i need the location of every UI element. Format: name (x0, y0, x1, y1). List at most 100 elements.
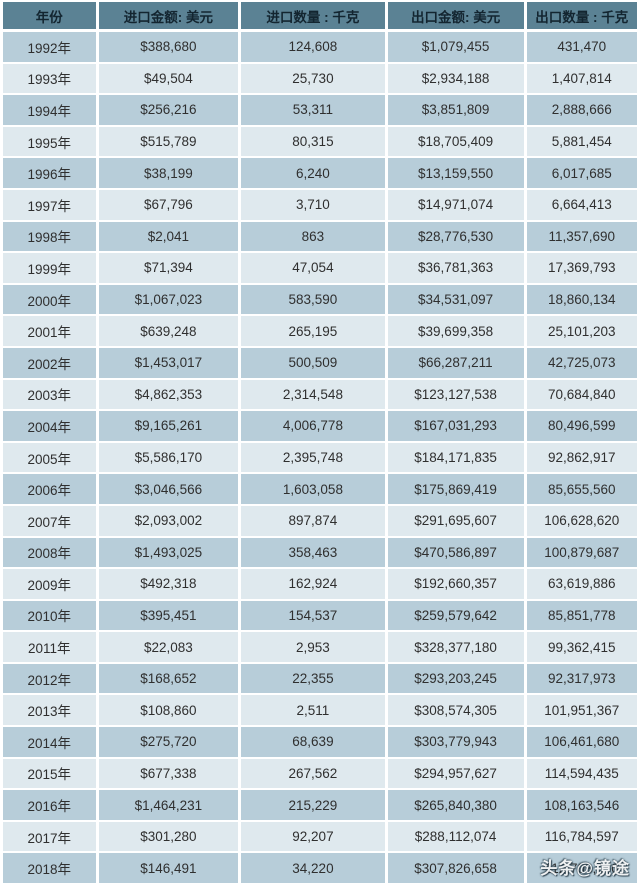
import-value-cell: $22,083 (95, 632, 239, 664)
export-quantity-cell: 92,862,917 (523, 442, 637, 475)
export-value-cell: $66,287,211 (384, 347, 524, 380)
export-value-cell: $2,934,188 (384, 63, 524, 96)
export-value-cell: $18,705,409 (384, 126, 524, 159)
year-cell: 2012年 (3, 663, 96, 696)
header-import-value: 进口金额: 美元 (95, 2, 239, 32)
export-quantity-cell: 106,628,620 (523, 505, 637, 538)
import-value-cell: $71,394 (95, 253, 239, 285)
year-cell: 2010年 (3, 600, 96, 633)
import-quantity-cell: 863 (238, 221, 385, 254)
export-value-cell: $291,695,607 (384, 505, 524, 538)
export-quantity-cell: 85,851,778 (523, 600, 637, 633)
import-value-cell: $492,318 (95, 569, 239, 601)
year-cell: 2008年 (3, 537, 96, 570)
table-row: 1998年 $2,041 863 $28,776,530 11,357,690 (3, 221, 637, 254)
table-row: 2000年 $1,067,023 583,590 $34,531,097 18,… (3, 284, 637, 317)
table-row: 1992年 $388,680 124,608 $1,079,455 431,47… (3, 32, 637, 64)
table-row: 1996年 $38,199 6,240 $13,159,550 6,017,68… (3, 158, 637, 190)
export-value-cell: $28,776,530 (384, 221, 524, 254)
import-quantity-cell: 124,608 (238, 32, 385, 64)
export-value-cell: $175,869,419 (384, 474, 524, 506)
import-value-cell: $3,046,566 (95, 474, 239, 506)
import-quantity-cell: 2,395,748 (238, 442, 385, 475)
year-cell: 2014年 (3, 727, 96, 759)
export-quantity-cell: 63,619,886 (523, 569, 637, 601)
table-row: 2014年 $275,720 68,639 $303,779,943 106,4… (3, 727, 637, 759)
year-cell: 2005年 (3, 442, 96, 475)
export-quantity-cell: 101,951,367 (523, 695, 637, 728)
import-value-cell: $2,093,002 (95, 505, 239, 538)
export-quantity-cell: 17,369,793 (523, 253, 637, 285)
import-quantity-cell: 4,006,778 (238, 411, 385, 443)
year-cell: 1996年 (3, 158, 96, 190)
table-row: 1994年 $256,216 53,311 $3,851,809 2,888,6… (3, 95, 637, 127)
year-cell: 2011年 (3, 632, 96, 664)
import-value-cell: $639,248 (95, 316, 239, 348)
export-quantity-cell: 99,362,415 (523, 632, 637, 664)
table-row: 2012年 $168,652 22,355 $293,203,245 92,31… (3, 663, 637, 696)
import-value-cell: $5,586,170 (95, 442, 239, 475)
export-quantity-cell: 70,684,840 (523, 379, 637, 412)
import-quantity-cell: 34,220 (238, 853, 385, 886)
year-cell: 1994年 (3, 95, 96, 127)
header-export-quantity: 出口数量 : 千克 (523, 2, 637, 32)
table-row: 2009年 $492,318 162,924 $192,660,357 63,6… (3, 569, 637, 601)
year-cell: 2002年 (3, 347, 96, 380)
year-cell: 1998年 (3, 221, 96, 254)
export-quantity-cell: 42,725,073 (523, 347, 637, 380)
header-year: 年份 (3, 2, 96, 32)
import-quantity-cell: 265,195 (238, 316, 385, 348)
year-cell: 1999年 (3, 253, 96, 285)
export-quantity-cell: 114,594,435 (523, 758, 637, 791)
export-quantity-cell: 116,784,597 (523, 821, 637, 854)
table-row: 1995年 $515,789 80,315 $18,705,409 5,881,… (3, 126, 637, 159)
trade-data-table: 年份 进口金额: 美元 进口数量 : 千克 出口金额: 美元 出口数量 : 千克… (3, 2, 637, 886)
table-row: 2007年 $2,093,002 897,874 $291,695,607 10… (3, 505, 637, 538)
export-value-cell: $265,840,380 (384, 790, 524, 822)
export-value-cell: $14,971,074 (384, 189, 524, 222)
year-cell: 1997年 (3, 189, 96, 222)
year-cell: 2015年 (3, 758, 96, 791)
table-row: 1993年 $49,504 25,730 $2,934,188 1,407,81… (3, 63, 637, 96)
table-row: 2008年 $1,493,025 358,463 $470,586,897 10… (3, 537, 637, 570)
year-cell: 2004年 (3, 411, 96, 443)
table-row: 2006年 $3,046,566 1,603,058 $175,869,419 … (3, 474, 637, 506)
export-value-cell: $328,377,180 (384, 632, 524, 664)
year-cell: 2009年 (3, 569, 96, 601)
import-quantity-cell: 68,639 (238, 727, 385, 759)
import-quantity-cell: 215,229 (238, 790, 385, 822)
table-row: 1999年 $71,394 47,054 $36,781,363 17,369,… (3, 253, 637, 285)
export-value-cell: $294,957,627 (384, 758, 524, 791)
import-value-cell: $49,504 (95, 63, 239, 96)
export-value-cell: $167,031,293 (384, 411, 524, 443)
year-cell: 2003年 (3, 379, 96, 412)
export-quantity-cell: 5,881,454 (523, 126, 637, 159)
table-body: 1992年 $388,680 124,608 $1,079,455 431,47… (3, 32, 637, 886)
import-quantity-cell: 583,590 (238, 284, 385, 317)
import-quantity-cell: 358,463 (238, 537, 385, 570)
import-quantity-cell: 897,874 (238, 505, 385, 538)
header-export-value: 出口金额: 美元 (384, 2, 524, 32)
import-quantity-cell: 3,710 (238, 189, 385, 222)
import-quantity-cell: 22,355 (238, 663, 385, 696)
export-value-cell: $293,203,245 (384, 663, 524, 696)
year-cell: 2000年 (3, 284, 96, 317)
table-row: 2017年 $301,280 92,207 $288,112,074 116,7… (3, 821, 637, 854)
import-quantity-cell: 2,314,548 (238, 379, 385, 412)
export-value-cell: $3,851,809 (384, 95, 524, 127)
year-cell: 2006年 (3, 474, 96, 506)
table-row: 2018年 $146,491 34,220 $307,826,658 112,7… (3, 853, 637, 886)
import-value-cell: $67,796 (95, 189, 239, 222)
import-value-cell: $2,041 (95, 221, 239, 254)
import-value-cell: $4,862,353 (95, 379, 239, 412)
table-row: 2004年 $9,165,261 4,006,778 $167,031,293 … (3, 411, 637, 443)
export-quantity-cell: 25,101,203 (523, 316, 637, 348)
export-quantity-cell: 6,017,685 (523, 158, 637, 190)
export-value-cell: $303,779,943 (384, 727, 524, 759)
import-value-cell: $108,860 (95, 695, 239, 728)
table-row: 2015年 $677,338 267,562 $294,957,627 114,… (3, 758, 637, 791)
year-cell: 2007年 (3, 505, 96, 538)
table-row: 1997年 $67,796 3,710 $14,971,074 6,664,41… (3, 189, 637, 222)
table-row: 2003年 $4,862,353 2,314,548 $123,127,538 … (3, 379, 637, 412)
table-row: 2002年 $1,453,017 500,509 $66,287,211 42,… (3, 347, 637, 380)
